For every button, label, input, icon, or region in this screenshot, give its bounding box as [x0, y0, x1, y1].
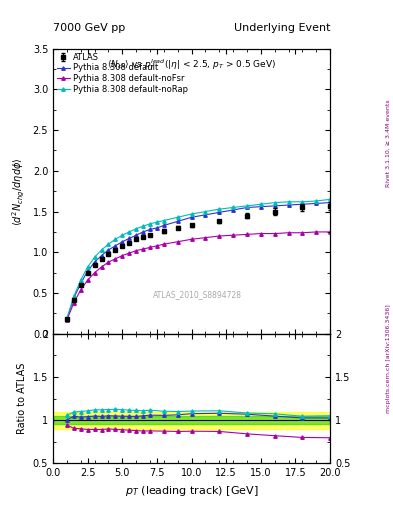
Pythia 8.308 default-noRap [203, 208, 208, 215]
Pythia 8.308 default [148, 226, 152, 232]
Pythia 8.308 default-noRap [286, 199, 291, 205]
Pythia 8.308 default-noFsr [300, 230, 305, 236]
Pythia 8.308 default [106, 247, 111, 253]
Pythia 8.308 default [79, 280, 83, 286]
Pythia 8.308 default-noRap [162, 218, 166, 224]
Pythia 8.308 default-noFsr [259, 230, 263, 237]
Line: Pythia 8.308 default-noFsr: Pythia 8.308 default-noFsr [65, 230, 332, 322]
Pythia 8.308 default-noRap [120, 232, 125, 238]
Pythia 8.308 default-noFsr [72, 300, 76, 306]
Text: ATLAS_2010_S8894728: ATLAS_2010_S8894728 [152, 290, 242, 300]
Pythia 8.308 default [127, 236, 132, 242]
Pythia 8.308 default-noFsr [148, 244, 152, 250]
Text: Underlying Event: Underlying Event [233, 23, 330, 33]
Text: 7000 GeV pp: 7000 GeV pp [53, 23, 125, 33]
Pythia 8.308 default-noRap [127, 229, 132, 235]
Pythia 8.308 default [134, 232, 139, 238]
Pythia 8.308 default [300, 201, 305, 207]
Pythia 8.308 default-noRap [148, 221, 152, 227]
Pythia 8.308 default-noFsr [85, 277, 90, 283]
Pythia 8.308 default-noRap [175, 214, 180, 220]
Pythia 8.308 default-noFsr [64, 317, 69, 323]
Pythia 8.308 default [113, 243, 118, 249]
Pythia 8.308 default-noRap [92, 254, 97, 260]
Pythia 8.308 default [175, 218, 180, 224]
Legend: ATLAS, Pythia 8.308 default, Pythia 8.308 default-noFsr, Pythia 8.308 default-no: ATLAS, Pythia 8.308 default, Pythia 8.30… [55, 51, 190, 95]
Pythia 8.308 default [189, 214, 194, 220]
Line: Pythia 8.308 default-noRap: Pythia 8.308 default-noRap [65, 198, 332, 320]
Pythia 8.308 default-noRap [300, 199, 305, 205]
Text: $\langle N_{ch}\rangle$ vs $p_T^{lead}$($|\eta|$ < 2.5, $p_T$ > 0.5 GeV): $\langle N_{ch}\rangle$ vs $p_T^{lead}$(… [107, 57, 276, 72]
Pythia 8.308 default-noFsr [79, 287, 83, 293]
Pythia 8.308 default-noFsr [162, 241, 166, 247]
Pythia 8.308 default-noFsr [127, 250, 132, 256]
Pythia 8.308 default-noRap [85, 264, 90, 270]
Pythia 8.308 default-noFsr [314, 229, 319, 235]
Pythia 8.308 default [85, 268, 90, 274]
Pythia 8.308 default [314, 200, 319, 206]
Pythia 8.308 default-noFsr [113, 255, 118, 262]
Pythia 8.308 default-noRap [113, 236, 118, 242]
Pythia 8.308 default-noFsr [244, 231, 250, 238]
Pythia 8.308 default-noFsr [217, 233, 222, 239]
Pythia 8.308 default-noRap [134, 226, 139, 232]
Pythia 8.308 default [141, 229, 145, 235]
Pythia 8.308 default [120, 239, 125, 245]
Pythia 8.308 default [286, 202, 291, 208]
Pythia 8.308 default-noRap [272, 200, 277, 206]
Y-axis label: Ratio to ATLAS: Ratio to ATLAS [17, 363, 27, 434]
Text: mcplots.cern.ch [arXiv:1306.3436]: mcplots.cern.ch [arXiv:1306.3436] [386, 304, 391, 413]
Pythia 8.308 default-noFsr [92, 270, 97, 276]
Pythia 8.308 default-noFsr [134, 248, 139, 254]
Pythia 8.308 default [217, 209, 222, 216]
Pythia 8.308 default-noRap [244, 203, 250, 209]
Pythia 8.308 default [154, 225, 159, 231]
Pythia 8.308 default [328, 200, 332, 206]
Pythia 8.308 default [259, 204, 263, 210]
Pythia 8.308 default [244, 204, 250, 210]
Line: Pythia 8.308 default: Pythia 8.308 default [65, 201, 332, 321]
Pythia 8.308 default-noFsr [120, 252, 125, 259]
Pythia 8.308 default [231, 207, 235, 213]
Pythia 8.308 default-noRap [328, 196, 332, 202]
Pythia 8.308 default [203, 212, 208, 218]
Pythia 8.308 default-noRap [99, 247, 104, 253]
Pythia 8.308 default-noFsr [99, 264, 104, 270]
Text: Rivet 3.1.10, ≥ 3.4M events: Rivet 3.1.10, ≥ 3.4M events [386, 99, 391, 187]
Pythia 8.308 default [92, 259, 97, 265]
Pythia 8.308 default-noFsr [231, 232, 235, 238]
Pythia 8.308 default-noFsr [154, 243, 159, 249]
Pythia 8.308 default-noFsr [286, 230, 291, 236]
Pythia 8.308 default-noRap [106, 241, 111, 247]
Pythia 8.308 default-noFsr [203, 234, 208, 241]
Pythia 8.308 default-noRap [64, 315, 69, 322]
Pythia 8.308 default-noFsr [328, 229, 332, 235]
X-axis label: $p_T$ (leading track) [GeV]: $p_T$ (leading track) [GeV] [125, 484, 259, 498]
Pythia 8.308 default-noFsr [141, 246, 145, 252]
Pythia 8.308 default-noRap [141, 223, 145, 229]
Pythia 8.308 default-noFsr [175, 239, 180, 245]
Pythia 8.308 default-noRap [154, 219, 159, 225]
Pythia 8.308 default [99, 252, 104, 259]
Pythia 8.308 default-noRap [259, 201, 263, 207]
Pythia 8.308 default-noFsr [106, 259, 111, 265]
Pythia 8.308 default-noFsr [272, 230, 277, 237]
Pythia 8.308 default-noRap [314, 198, 319, 204]
Pythia 8.308 default [72, 295, 76, 301]
Pythia 8.308 default-noRap [72, 293, 76, 300]
Pythia 8.308 default-noRap [231, 204, 235, 210]
Pythia 8.308 default [162, 222, 166, 228]
Y-axis label: $\langle d^2 N_{chg}/d\eta d\phi \rangle$: $\langle d^2 N_{chg}/d\eta d\phi \rangle… [11, 157, 27, 225]
Pythia 8.308 default-noFsr [189, 236, 194, 242]
Pythia 8.308 default-noRap [217, 206, 222, 212]
Pythia 8.308 default [272, 203, 277, 209]
Pythia 8.308 default-noRap [79, 277, 83, 283]
Pythia 8.308 default-noRap [189, 211, 194, 217]
Pythia 8.308 default [64, 316, 69, 322]
